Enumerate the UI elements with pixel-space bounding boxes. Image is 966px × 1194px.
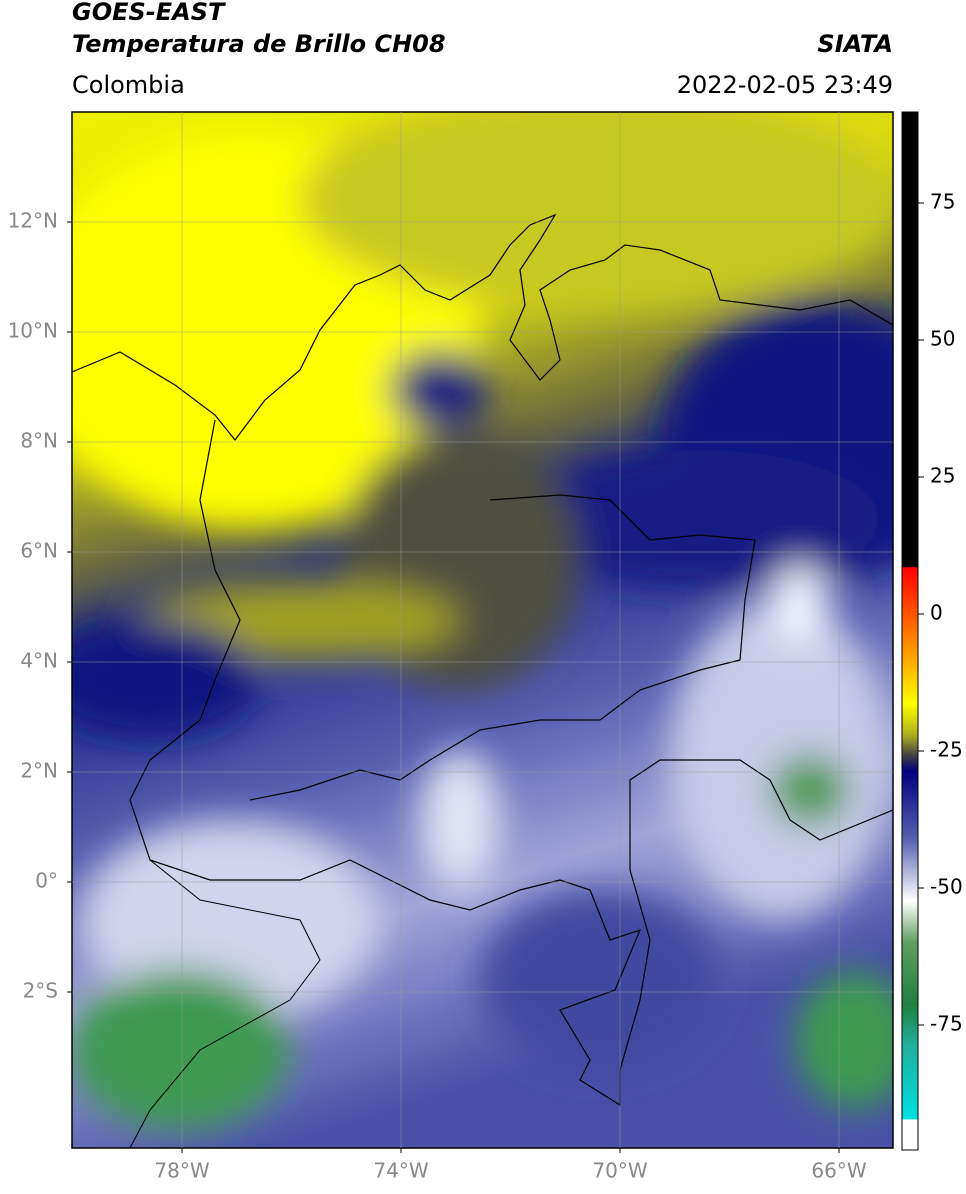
colorbar-tick-label: 75 xyxy=(930,190,955,214)
lat-tick-label: 2°S xyxy=(23,979,58,1003)
lon-tick-label: 70°W xyxy=(592,1159,647,1183)
title-line1: GOES-EAST xyxy=(72,0,226,26)
colorbar-tick-label: 25 xyxy=(930,464,955,488)
satellite-image xyxy=(72,112,893,1148)
region: Colombia xyxy=(72,71,185,99)
datetime: 2022-02-05 23:49 xyxy=(677,71,893,99)
colorbar-tick-label: 0 xyxy=(930,601,943,625)
lat-tick-label: 2°N xyxy=(20,759,58,783)
lat-tick-label: 10°N xyxy=(8,319,58,343)
colorbar xyxy=(901,111,919,1151)
lon-tick-label: 66°W xyxy=(811,1159,866,1183)
lat-tick-label: 4°N xyxy=(20,649,58,673)
colorbar-tick-label: -25 xyxy=(930,738,963,762)
lat-tick-label: 12°N xyxy=(8,209,58,233)
colorbar-tick-label: 50 xyxy=(930,327,955,351)
colorbar-tick-label: -75 xyxy=(930,1012,963,1036)
source: SIATA xyxy=(817,30,893,58)
lon-tick-label: 78°W xyxy=(154,1159,209,1183)
lat-tick-label: 0° xyxy=(35,869,58,893)
colorbar-tick-label: -50 xyxy=(930,875,963,899)
map-frame xyxy=(71,111,894,1149)
lat-tick-label: 6°N xyxy=(20,539,58,563)
lon-tick-label: 74°W xyxy=(373,1159,428,1183)
title-line2: Temperatura de Brillo CH08 xyxy=(72,30,446,58)
lat-tick-label: 8°N xyxy=(20,429,58,453)
